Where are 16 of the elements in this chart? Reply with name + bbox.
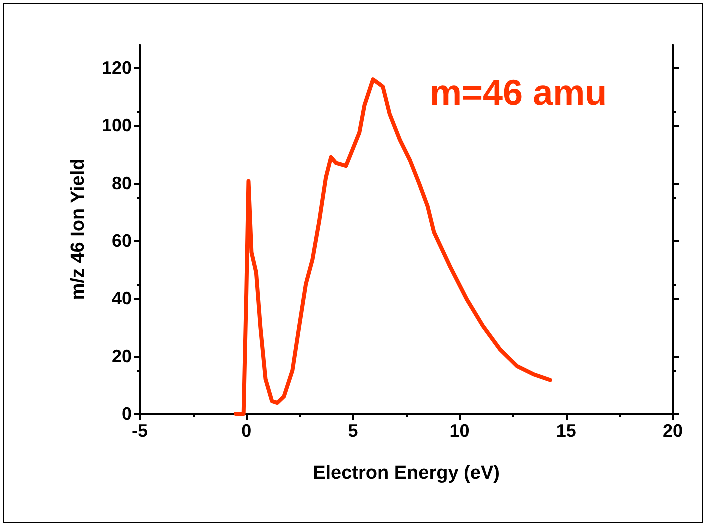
y-tick-label: 80 [112, 173, 132, 194]
x-tick-label: 5 [348, 421, 358, 441]
y-tick-label: 20 [112, 346, 132, 366]
x-tick-label: -5 [132, 421, 148, 441]
x-tick-label: 20 [662, 421, 684, 441]
y-tick-label: 100 [102, 116, 132, 136]
x-axis-title: Electron Energy (eV) [313, 463, 500, 484]
x-tick-label: 0 [242, 421, 252, 441]
x-tick-label: 10 [450, 421, 470, 441]
x-tick-label: 15 [556, 421, 576, 441]
y-tick-label: 40 [112, 288, 132, 309]
y-tick-label: 120 [102, 58, 132, 78]
y-tick-label: 60 [112, 231, 132, 252]
y-axis-title: m/z 46 Ion Yield [68, 158, 89, 300]
annotation: m=46 amu [430, 72, 608, 114]
y-tick-label: 0 [122, 404, 132, 424]
